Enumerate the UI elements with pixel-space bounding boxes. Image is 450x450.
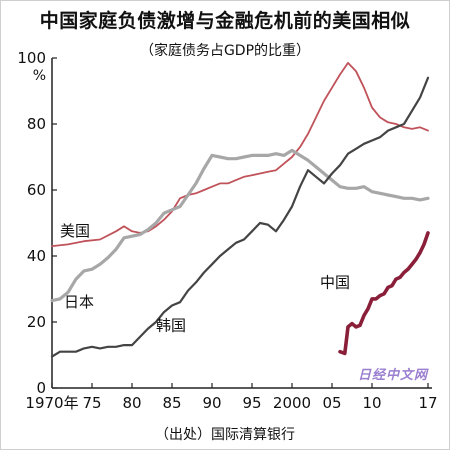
series-label-日本: 日本 <box>64 293 94 311</box>
y-tick-label: 20 <box>27 313 46 331</box>
y-tick-label: 100 <box>17 49 46 67</box>
y-tick-label: 0 <box>36 379 46 397</box>
watermark-text: 日经中文网 <box>358 367 429 383</box>
x-tick-label: 2000 <box>273 394 311 412</box>
series-line-中国 <box>338 231 430 356</box>
y-tick-label: 80 <box>27 115 46 133</box>
x-tick-label: 05 <box>322 394 341 412</box>
chart-source: （出处）国际清算银行 <box>155 427 295 443</box>
x-tick-label: 95 <box>242 394 261 412</box>
y-unit-label: % <box>33 68 46 84</box>
series-line-韩国 <box>50 76 430 358</box>
y-tick-label: 60 <box>27 181 46 199</box>
series-label-中国: 中国 <box>320 273 350 291</box>
series-label-韩国: 韩国 <box>156 316 186 334</box>
series-label-美国: 美国 <box>60 222 90 240</box>
x-tick-label: 90 <box>202 394 221 412</box>
series-line-日本 <box>50 148 430 303</box>
x-tick-label: 17 <box>418 394 437 412</box>
chart-title: 中国家庭负债激增与金融危机前的美国相似 <box>39 10 411 32</box>
x-tick-label: 1970年 <box>25 394 78 412</box>
series-line-美国 <box>51 62 429 247</box>
chart-subtitle: （家庭债务占GDP的比重） <box>139 43 311 59</box>
x-tick-label: 85 <box>162 394 181 412</box>
x-tick-label: 75 <box>82 394 101 412</box>
x-tick-label: 10 <box>362 394 381 412</box>
y-tick-label: 40 <box>27 247 46 265</box>
x-tick-label: 80 <box>122 394 141 412</box>
